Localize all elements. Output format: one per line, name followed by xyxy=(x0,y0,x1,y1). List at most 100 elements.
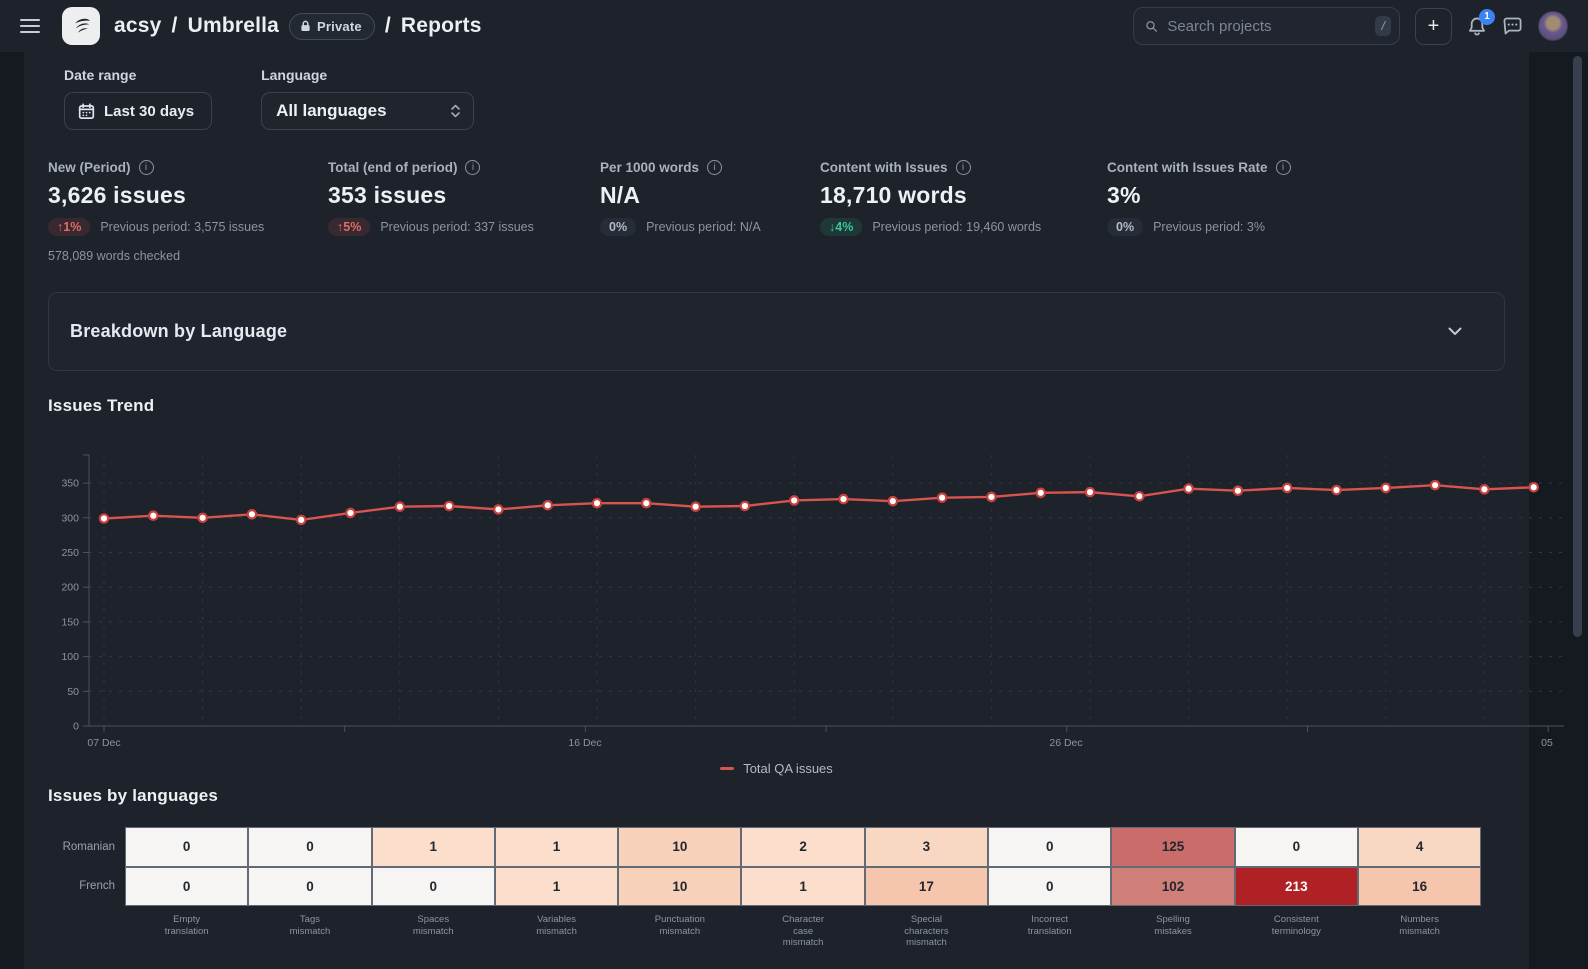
info-icon[interactable] xyxy=(1275,160,1291,175)
heatmap-cell[interactable]: 10 xyxy=(618,827,742,867)
data-point xyxy=(1035,487,1046,499)
chart-legend[interactable]: Total QA issues xyxy=(24,761,1529,776)
svg-text:200: 200 xyxy=(61,582,79,594)
page-title: Reports xyxy=(400,14,482,37)
breakdown-by-language-panel[interactable]: Breakdown by Language xyxy=(48,292,1505,371)
data-point xyxy=(739,500,751,512)
project-name[interactable]: Umbrella xyxy=(187,14,280,37)
heatmap-cell[interactable]: 125 xyxy=(1111,827,1235,867)
heatmap-column-label: Tags mismatch xyxy=(289,914,331,937)
stat-value: 3,626 issues xyxy=(48,182,186,208)
privacy-badge: Private xyxy=(289,12,375,40)
stat-value: N/A xyxy=(600,182,641,208)
heatmap-cell[interactable]: 10 xyxy=(618,866,742,906)
heatmap-cell[interactable]: 0 xyxy=(988,827,1112,867)
privacy-badge-label: Private xyxy=(317,18,362,34)
delta-badge: ↑5% xyxy=(328,218,371,236)
heatmap-cell[interactable]: 3 xyxy=(864,827,989,867)
search-input[interactable] xyxy=(1167,17,1367,35)
search-icon xyxy=(1146,20,1157,32)
kpi-row: New (Period) 3,626 issues ↑1% Previous p… xyxy=(24,130,1529,263)
heatmap-column-label: Spaces mismatch xyxy=(412,914,454,937)
menu-icon[interactable] xyxy=(20,19,42,33)
heatmap-cell[interactable]: 1 xyxy=(371,827,495,867)
heatmap-cell[interactable]: 0 xyxy=(125,827,249,867)
data-point xyxy=(542,500,553,511)
add-button[interactable]: + xyxy=(1415,7,1452,45)
data-point xyxy=(1429,479,1441,491)
trend-line-chart: 0 50 100 150 200 250 300 350 07 Dec 16 Dec 26 Dec 0… xyxy=(61,454,1564,749)
info-icon[interactable] xyxy=(955,160,971,175)
heatmap-row-label: French xyxy=(79,880,115,893)
data-point xyxy=(1183,483,1194,494)
heatmap-column-label: Empty translation xyxy=(164,914,209,937)
svg-text:26 Dec: 26 Dec xyxy=(1049,737,1082,749)
date-range-label: Date range xyxy=(64,67,137,83)
heatmap-column-label: Spelling mistakes xyxy=(1154,914,1192,937)
svg-text:05: 05 xyxy=(1541,737,1553,749)
svg-text:250: 250 xyxy=(61,547,79,559)
stat-label: Content with Issues Rate xyxy=(1107,160,1268,175)
issues-by-languages-heading: Issues by languages xyxy=(48,786,219,805)
notification-count-badge: 1 xyxy=(1479,8,1495,25)
data-point xyxy=(936,492,948,503)
heatmap-cell[interactable]: 102 xyxy=(1111,866,1235,906)
heatmap-cell[interactable]: 1 xyxy=(741,866,865,906)
stat-card-total: Total (end of period) 353 issues ↑5% Pre… xyxy=(328,160,600,263)
heatmap-column-label: Variables mismatch xyxy=(536,914,577,937)
data-point xyxy=(788,495,800,506)
stat-card-content-with-issues-rate: Content with Issues Rate 3% 0% Previous … xyxy=(1107,160,1291,263)
stat-card-content-with-issues: Content with Issues 18,710 words ↓4% Pre… xyxy=(820,160,1107,263)
heatmap-cell[interactable]: 0 xyxy=(371,866,495,906)
heatmap-cell[interactable]: 0 xyxy=(1234,827,1358,867)
search-box[interactable]: / xyxy=(1133,7,1400,45)
heatmap-cell[interactable]: 213 xyxy=(1234,866,1358,906)
heatmap-corner xyxy=(24,906,125,949)
svg-text:16 Dec: 16 Dec xyxy=(568,737,601,749)
heatmap-cell[interactable]: 0 xyxy=(248,866,372,906)
data-point xyxy=(640,497,652,509)
delta-badge: ↓4% xyxy=(820,218,863,236)
heatmap-cell[interactable]: 1 xyxy=(494,866,619,906)
feedback-button[interactable] xyxy=(1502,16,1523,36)
date-range-button[interactable]: Last 30 days xyxy=(64,92,213,130)
language-select-value: All languages xyxy=(276,101,387,120)
heatmap-cell[interactable]: 0 xyxy=(248,827,372,867)
workspace-name[interactable]: acsy xyxy=(114,14,162,37)
notifications-button[interactable]: 1 xyxy=(1467,8,1495,37)
info-icon[interactable] xyxy=(707,160,723,175)
issues-by-languages-heatmap: Romanian 0 0 1 1 10 2 3 0 125 0 4 French 0 0 0 1 10 1 17 0 10… xyxy=(24,827,1529,949)
heatmap-cell[interactable]: 1 xyxy=(494,827,619,867)
language-label: Language xyxy=(261,67,328,83)
language-select[interactable]: All languages xyxy=(261,92,475,130)
heatmap-column-label: Incorrect translation xyxy=(1027,914,1072,937)
heatmap-cell[interactable]: 4 xyxy=(1357,827,1482,867)
heatmap-row-label: Romanian xyxy=(62,840,115,853)
filters-bar: Date range Last 30 days Language All lan… xyxy=(24,52,1529,130)
user-avatar[interactable] xyxy=(1538,11,1568,41)
vertical-scrollbar-thumb[interactable] xyxy=(1573,56,1582,637)
legend-swatch xyxy=(720,767,735,770)
chat-icon xyxy=(1503,17,1522,35)
svg-text:350: 350 xyxy=(61,478,79,490)
breadcrumb-separator: / xyxy=(171,14,178,37)
data-point xyxy=(493,504,504,515)
heatmap-cell[interactable]: 2 xyxy=(741,827,865,867)
heatmap-cell[interactable]: 16 xyxy=(1357,866,1482,906)
data-point xyxy=(98,513,110,524)
brand-logo[interactable] xyxy=(62,7,100,45)
heatmap-column-label: Punctuation mismatch xyxy=(654,914,705,937)
data-point xyxy=(1084,486,1096,498)
heatmap-cell[interactable]: 17 xyxy=(864,866,989,906)
svg-text:150: 150 xyxy=(61,616,79,628)
info-icon[interactable] xyxy=(465,160,481,175)
heatmap-cell[interactable]: 0 xyxy=(125,866,249,906)
data-point xyxy=(148,510,159,522)
data-point xyxy=(295,514,307,526)
heatmap-cell[interactable]: 0 xyxy=(988,866,1112,906)
select-updown-icon xyxy=(451,104,460,118)
stat-value: 18,710 words xyxy=(820,182,967,208)
words-checked-note: 578,089 words checked xyxy=(48,249,181,263)
info-icon[interactable] xyxy=(138,160,154,175)
breakdown-panel-title: Breakdown by Language xyxy=(70,321,288,341)
